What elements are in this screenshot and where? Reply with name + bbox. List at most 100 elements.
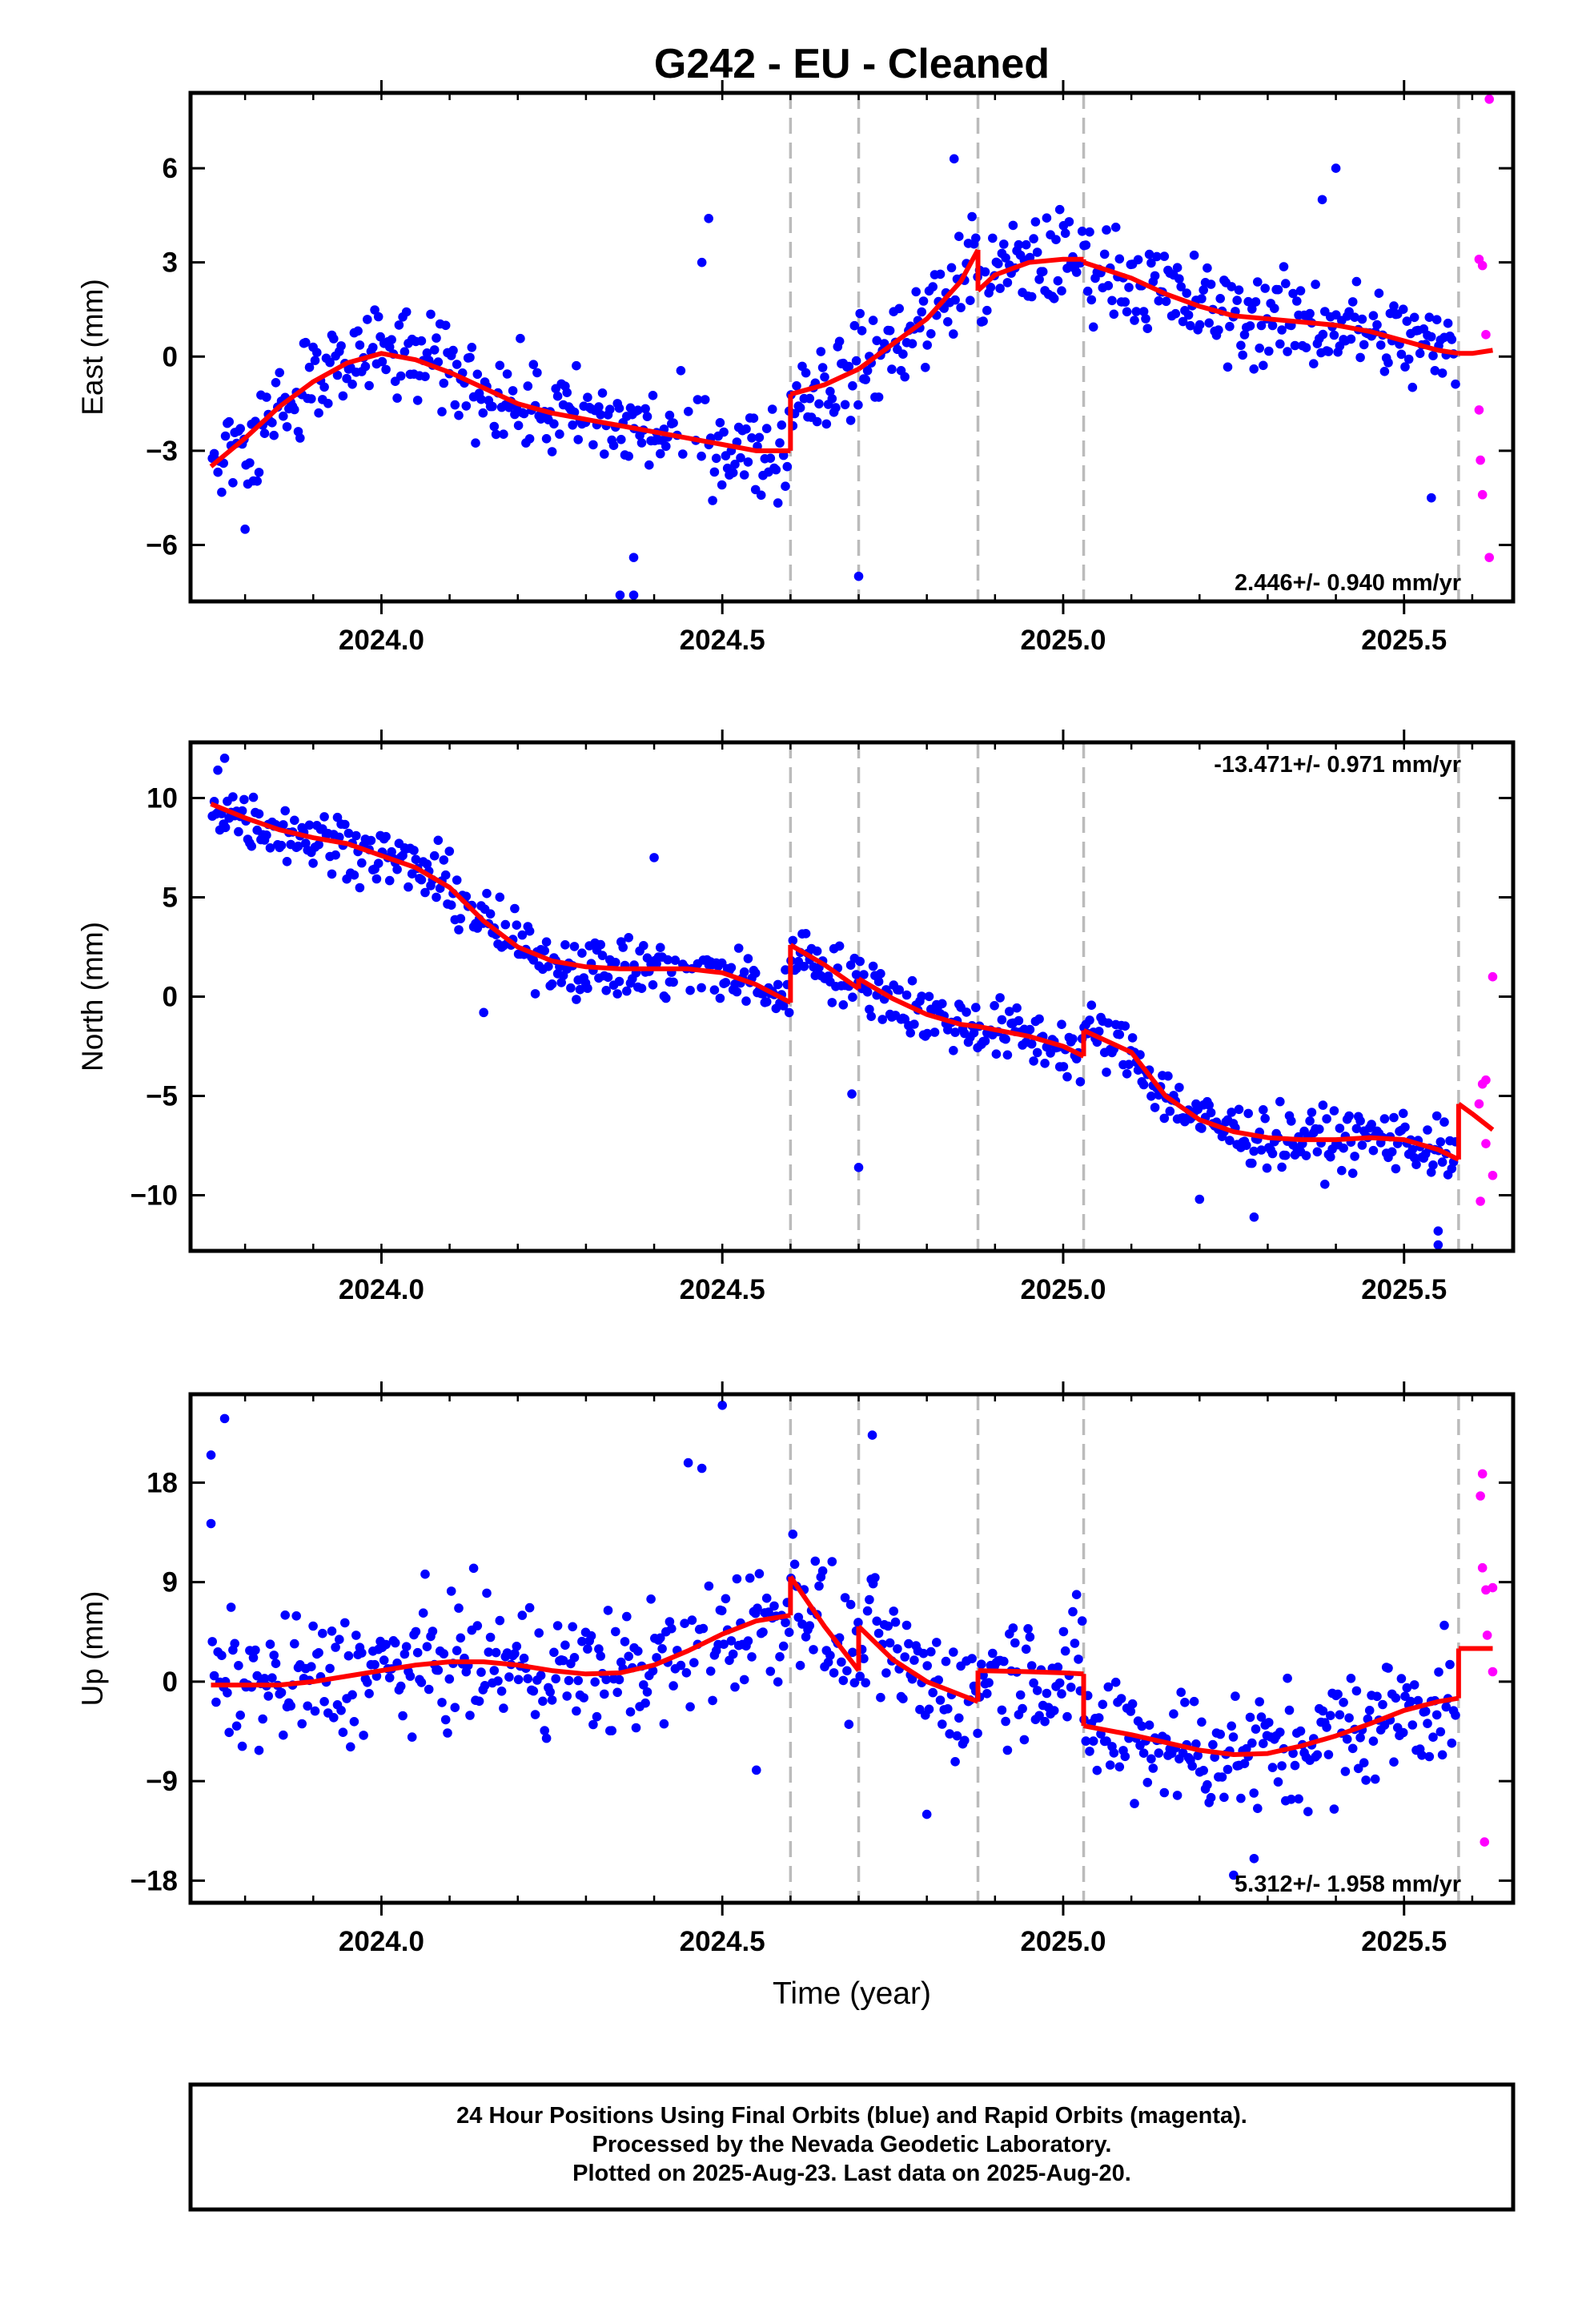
up-final-point [347, 1690, 357, 1700]
up-final-point [765, 1667, 776, 1676]
east-rapid-point [1477, 260, 1488, 271]
east-final-point [949, 154, 959, 164]
north-final-point [971, 1003, 981, 1012]
up-final-point [1025, 1632, 1035, 1642]
east-final-point [461, 401, 472, 411]
north-final-point [1379, 1114, 1390, 1124]
east-final-point [1351, 276, 1362, 287]
up-final-point [924, 1704, 934, 1715]
up-final-point [588, 1719, 598, 1730]
up-final-point [433, 1665, 444, 1675]
north-final-point [1301, 1151, 1311, 1160]
up-final-point [412, 1647, 423, 1658]
up-final-point [485, 1632, 496, 1642]
east-final-point [1301, 343, 1311, 353]
up-final-point [1008, 1623, 1018, 1633]
east-model-line [1082, 259, 1460, 356]
east-final-point [1122, 307, 1132, 317]
up-final-point [484, 1647, 494, 1657]
up-final-point [1127, 1699, 1138, 1709]
up-final-point [689, 1658, 699, 1667]
up-final-point [805, 1621, 815, 1630]
east-final-point [510, 409, 520, 420]
north-final-point [446, 900, 456, 910]
east-final-point [1383, 358, 1393, 368]
up-final-point [398, 1711, 408, 1721]
up-final-point [1208, 1739, 1218, 1750]
up-final-point [1249, 1853, 1259, 1864]
east-final-point [220, 431, 231, 441]
up-final-point [1068, 1606, 1078, 1617]
east-final-point [1238, 350, 1247, 360]
east-final-point [1437, 368, 1447, 378]
north-final-point [1146, 1092, 1156, 1101]
east-final-point [728, 468, 738, 478]
up-final-point [569, 1653, 580, 1663]
up-final-point [907, 1674, 917, 1684]
up-final-point [1364, 1706, 1375, 1715]
up-final-point [343, 1651, 354, 1661]
north-final-point [560, 940, 570, 950]
up-final-point [248, 1653, 259, 1663]
east-final-point [1443, 318, 1453, 328]
up-final-point [1451, 1711, 1460, 1720]
north-final-point [1001, 1034, 1010, 1044]
east-final-point [1152, 251, 1162, 262]
east-final-point [394, 320, 404, 330]
east-final-point [528, 360, 539, 370]
east-final-point [396, 371, 406, 381]
east-final-point [562, 388, 572, 398]
up-final-point [901, 1620, 912, 1630]
east-final-point [971, 233, 981, 243]
east-final-point [1199, 285, 1208, 295]
north-final-point [907, 975, 917, 986]
up-final-point [934, 1675, 943, 1685]
up-final-point [685, 1702, 695, 1712]
up-final-point [573, 1675, 583, 1686]
east-final-point [715, 418, 725, 428]
north-final-point [733, 943, 744, 953]
up-final-point [1058, 1626, 1069, 1637]
east-final-point [954, 231, 964, 242]
east-final-point [980, 267, 990, 277]
up-final-point [844, 1719, 854, 1729]
east-final-point [1249, 364, 1259, 374]
east-final-point [532, 368, 542, 378]
up-final-point [450, 1703, 460, 1712]
north-xtick-label: 2025.5 [1361, 1274, 1447, 1305]
up-rapid-point [1477, 1469, 1488, 1479]
east-ytick-label: 6 [163, 153, 178, 184]
north-final-point [1400, 1122, 1410, 1132]
east-final-point [1409, 312, 1419, 323]
up-final-point [941, 1656, 951, 1667]
up-rate-label: 5.312+/- 1.958 mm/yr [1235, 1872, 1461, 1897]
north-final-point [715, 993, 725, 1003]
east-final-point [730, 460, 740, 469]
north-final-point [544, 962, 553, 971]
east-final-point [1182, 288, 1191, 298]
north-final-point [855, 956, 865, 967]
east-final-point [370, 305, 379, 315]
east-frame [188, 90, 1516, 604]
east-final-point [640, 404, 650, 414]
up-final-point [1378, 1699, 1387, 1710]
east-ytick-label: 3 [163, 247, 178, 279]
north-final-point [876, 969, 885, 979]
north-final-point [962, 1007, 971, 1017]
north-final-point [909, 1019, 919, 1029]
up-final-point [468, 1563, 479, 1574]
up-final-point [562, 1691, 572, 1701]
east-final-point [1331, 163, 1341, 173]
east-final-point [966, 296, 975, 306]
up-final-point [267, 1673, 277, 1683]
up-final-point [1070, 1638, 1080, 1648]
north-final-point [1225, 1136, 1235, 1145]
up-final-point [558, 1655, 568, 1666]
up-final-point [817, 1566, 828, 1576]
east-final-point [1103, 280, 1114, 291]
east-y-axis-label: East (mm) [76, 279, 109, 416]
north-final-point [314, 839, 323, 850]
up-final-point [258, 1714, 268, 1724]
east-final-point [949, 329, 958, 339]
north-final-point [1197, 1124, 1207, 1133]
